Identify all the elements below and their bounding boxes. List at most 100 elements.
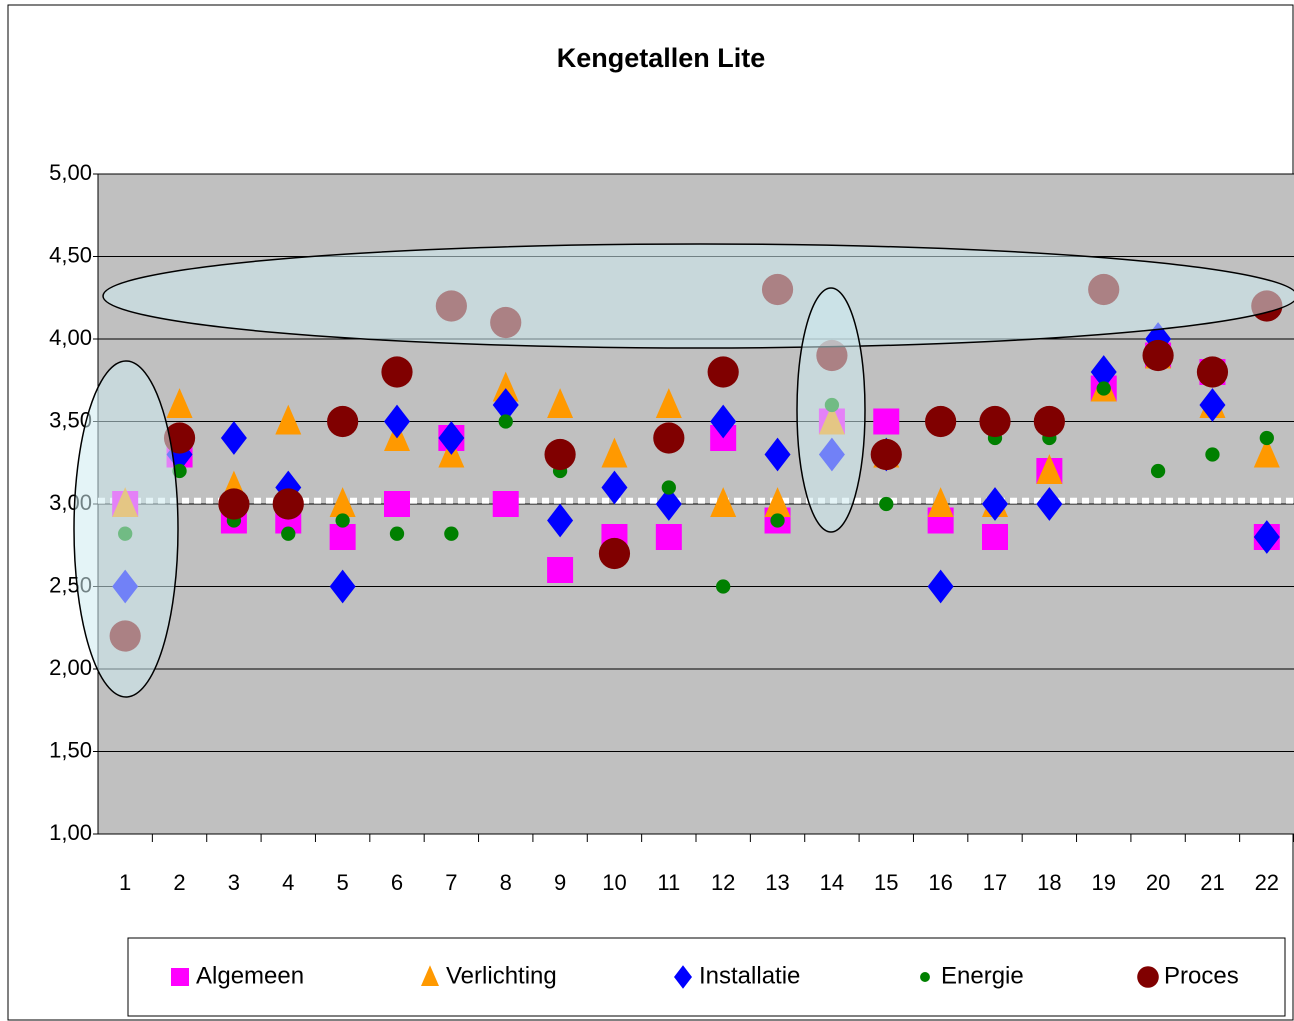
x-tick-label: 19 bbox=[1091, 870, 1115, 895]
highlight-ellipse bbox=[102, 243, 1294, 349]
marker-triangle bbox=[421, 965, 439, 986]
marker-square bbox=[492, 491, 519, 517]
marker-diamond bbox=[710, 404, 737, 439]
marker-diamond bbox=[982, 487, 1008, 521]
marker-diamond bbox=[1253, 520, 1280, 554]
marker-triangle bbox=[1036, 454, 1063, 484]
marker-diamond bbox=[492, 388, 519, 422]
marker-triangle bbox=[655, 388, 682, 418]
marker-square bbox=[655, 524, 682, 550]
marker-circle bbox=[1142, 339, 1174, 372]
x-tick-label: 21 bbox=[1200, 870, 1224, 895]
y-tick-label: 4,00 bbox=[49, 325, 92, 350]
marker-diamond bbox=[166, 437, 193, 472]
x-tick-label: 11 bbox=[657, 870, 680, 895]
marker-diamond bbox=[384, 404, 410, 439]
marker-dot bbox=[444, 526, 459, 541]
marker-dot bbox=[1205, 447, 1220, 462]
x-tick-label: 15 bbox=[874, 870, 898, 895]
marker-circle bbox=[870, 438, 902, 471]
marker-diamond bbox=[1145, 322, 1172, 356]
marker-triangle bbox=[275, 404, 302, 435]
legend-box bbox=[127, 937, 1286, 1017]
marker-dot bbox=[1259, 430, 1274, 446]
marker-dot bbox=[1096, 381, 1111, 396]
marker-dot bbox=[335, 513, 350, 528]
marker-dot bbox=[920, 972, 930, 982]
marker-dot bbox=[879, 496, 894, 512]
highlight-ellipse bbox=[796, 287, 866, 533]
x-tick-label: 20 bbox=[1146, 870, 1170, 895]
marker-triangle bbox=[927, 487, 954, 517]
marker-circle bbox=[707, 356, 739, 388]
marker-circle bbox=[653, 422, 685, 454]
chart-title: Kengetallen Lite bbox=[557, 43, 766, 73]
annotations bbox=[73, 243, 1294, 698]
x-tick-label: 13 bbox=[765, 870, 789, 895]
y-tick-label: 2,00 bbox=[49, 655, 92, 680]
marker-triangle bbox=[329, 487, 356, 517]
marker-triangle bbox=[492, 371, 519, 402]
marker-circle bbox=[979, 405, 1011, 438]
marker-diamond bbox=[220, 421, 247, 455]
x-tick-label: 8 bbox=[500, 870, 512, 895]
legend-label: Verlichting bbox=[446, 962, 557, 989]
marker-dot bbox=[1150, 463, 1166, 479]
x-tick-label: 12 bbox=[711, 870, 735, 895]
marker-square bbox=[384, 491, 410, 517]
marker-dot bbox=[281, 526, 296, 541]
marker-diamond bbox=[674, 965, 692, 989]
marker-circle bbox=[925, 405, 957, 438]
marker-diamond bbox=[1199, 388, 1226, 422]
marker-square bbox=[982, 524, 1008, 550]
marker-triangle bbox=[710, 487, 737, 517]
legend-label: Algemeen bbox=[196, 962, 304, 989]
legend-label: Installatie bbox=[699, 962, 800, 989]
marker-circle bbox=[598, 537, 631, 570]
y-tick-label: 5,00 bbox=[49, 160, 92, 185]
legend-label: Proces bbox=[1164, 962, 1239, 989]
marker-dot bbox=[498, 414, 513, 429]
y-tick-label: 4,50 bbox=[49, 242, 92, 267]
marker-circle bbox=[381, 356, 413, 388]
marker-diamond bbox=[329, 569, 356, 604]
marker-triangle bbox=[601, 437, 628, 468]
marker-triangle bbox=[764, 487, 791, 517]
marker-diamond bbox=[1036, 487, 1063, 521]
marker-circle bbox=[1196, 356, 1229, 388]
legend-label: Energie bbox=[941, 962, 1024, 989]
y-tick-label: 1,00 bbox=[49, 820, 92, 845]
highlight-ellipse bbox=[73, 360, 179, 698]
marker-dot bbox=[770, 513, 785, 528]
marker-dot bbox=[389, 526, 405, 541]
x-tick-label: 10 bbox=[602, 870, 626, 895]
x-tick-label: 6 bbox=[391, 870, 403, 895]
x-tick-label: 14 bbox=[820, 870, 844, 895]
marker-diamond bbox=[764, 437, 791, 472]
x-tick-label: 1 bbox=[119, 870, 131, 895]
x-tick-label: 7 bbox=[445, 870, 457, 895]
marker-square bbox=[329, 524, 356, 550]
marker-diamond bbox=[275, 470, 302, 505]
marker-square bbox=[547, 557, 574, 583]
x-tick-label: 17 bbox=[983, 870, 1007, 895]
x-tick-label: 16 bbox=[928, 870, 952, 895]
x-tick-label: 9 bbox=[554, 870, 566, 895]
marker-dot bbox=[661, 480, 676, 495]
marker-square bbox=[171, 968, 189, 986]
marker-triangle bbox=[547, 388, 574, 418]
marker-square bbox=[873, 408, 900, 435]
marker-dot bbox=[716, 579, 731, 594]
marker-diamond bbox=[927, 569, 954, 604]
marker-triangle bbox=[166, 388, 193, 418]
marker-circle bbox=[218, 488, 250, 520]
marker-diamond bbox=[438, 421, 465, 455]
marker-circle bbox=[544, 438, 576, 471]
x-tick-label: 18 bbox=[1037, 870, 1061, 895]
marker-diamond bbox=[1090, 355, 1117, 389]
marker-diamond bbox=[547, 503, 574, 538]
x-tick-label: 2 bbox=[173, 870, 185, 895]
marker-circle bbox=[327, 405, 359, 438]
x-tick-label: 4 bbox=[282, 870, 294, 895]
